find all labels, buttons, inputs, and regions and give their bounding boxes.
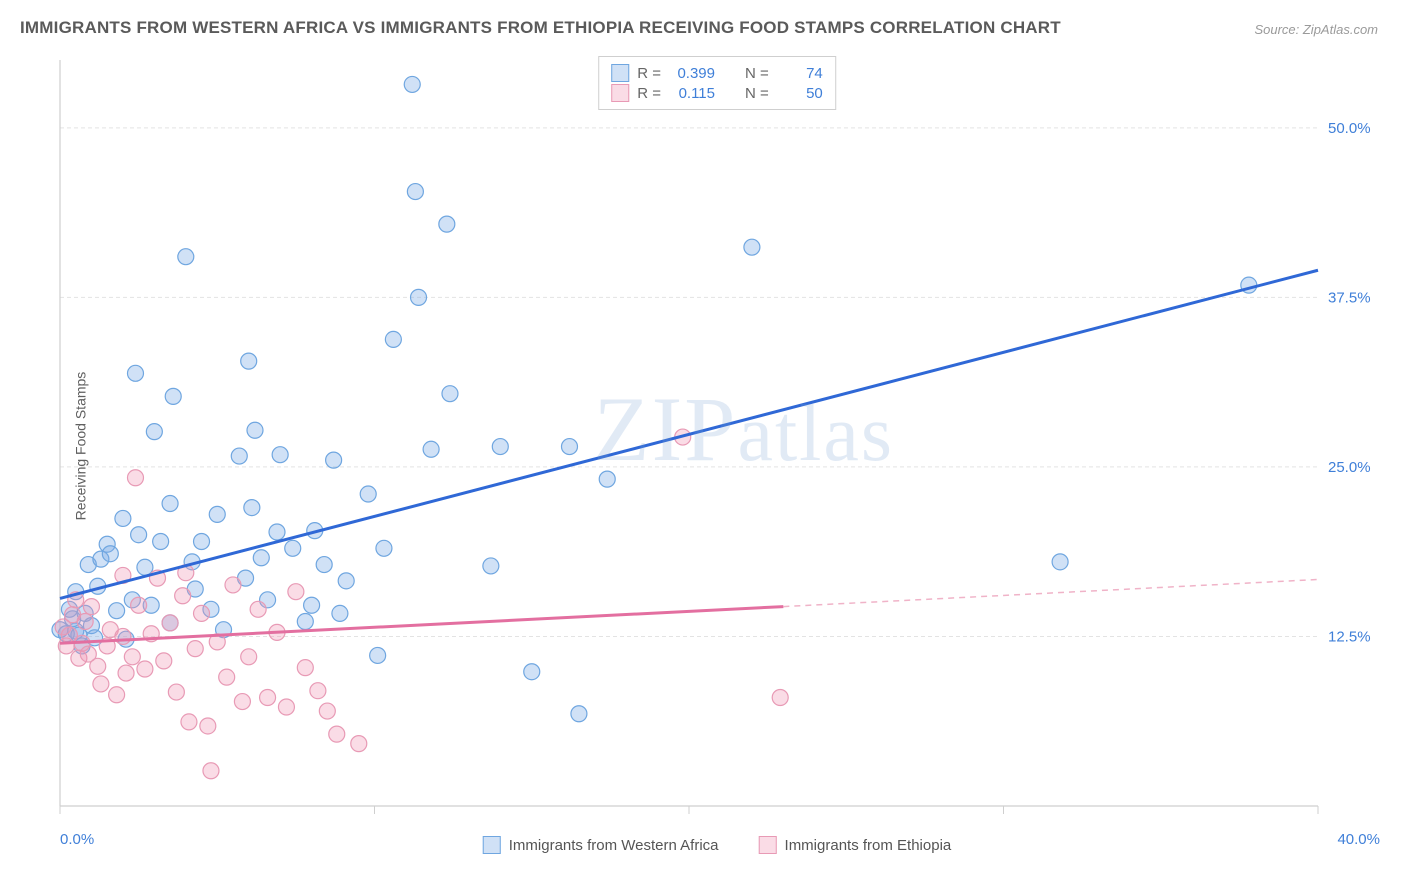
plot-area: 12.5%25.0%37.5%50.0% ZIPatlas R = 0.399 … [48,54,1386,852]
legend-r-value-1: 0.399 [669,65,715,82]
legend-swatch-pink [611,84,629,102]
series-1-name: Immigrants from Western Africa [509,837,719,854]
svg-text:25.0%: 25.0% [1328,459,1371,476]
legend-series-names: Immigrants from Western Africa Immigrant… [483,836,952,854]
source-attribution: Source: ZipAtlas.com [1254,22,1378,37]
legend-correlation: R = 0.399 N = 74 R = 0.115 N = 50 [598,56,836,110]
legend-r-label: R = [637,85,661,102]
legend-n-label: N = [745,65,769,82]
legend-row-series-2: R = 0.115 N = 50 [611,83,823,103]
legend-n-value-2: 50 [777,85,823,102]
svg-text:12.5%: 12.5% [1328,628,1371,645]
legend-item-2: Immigrants from Ethiopia [759,836,952,854]
scatter-plot-svg: 12.5% 25.0% 37.5% 50.0% [48,54,1386,852]
chart-title: IMMIGRANTS FROM WESTERN AFRICA VS IMMIGR… [20,18,1061,38]
svg-text:37.5%: 37.5% [1328,289,1371,306]
legend-r-value-2: 0.115 [669,85,715,102]
svg-text:50.0%: 50.0% [1328,120,1371,137]
x-axis-min-label: 0.0% [60,831,94,848]
legend-row-series-1: R = 0.399 N = 74 [611,63,823,83]
legend-item-1: Immigrants from Western Africa [483,836,719,854]
x-axis-max-label: 40.0% [1337,831,1380,848]
legend-swatch-blue [483,836,501,854]
legend-swatch-blue [611,64,629,82]
legend-n-label: N = [745,85,769,102]
legend-r-label: R = [637,65,661,82]
series-2-name: Immigrants from Ethiopia [785,837,952,854]
legend-n-value-1: 74 [777,65,823,82]
legend-swatch-pink [759,836,777,854]
